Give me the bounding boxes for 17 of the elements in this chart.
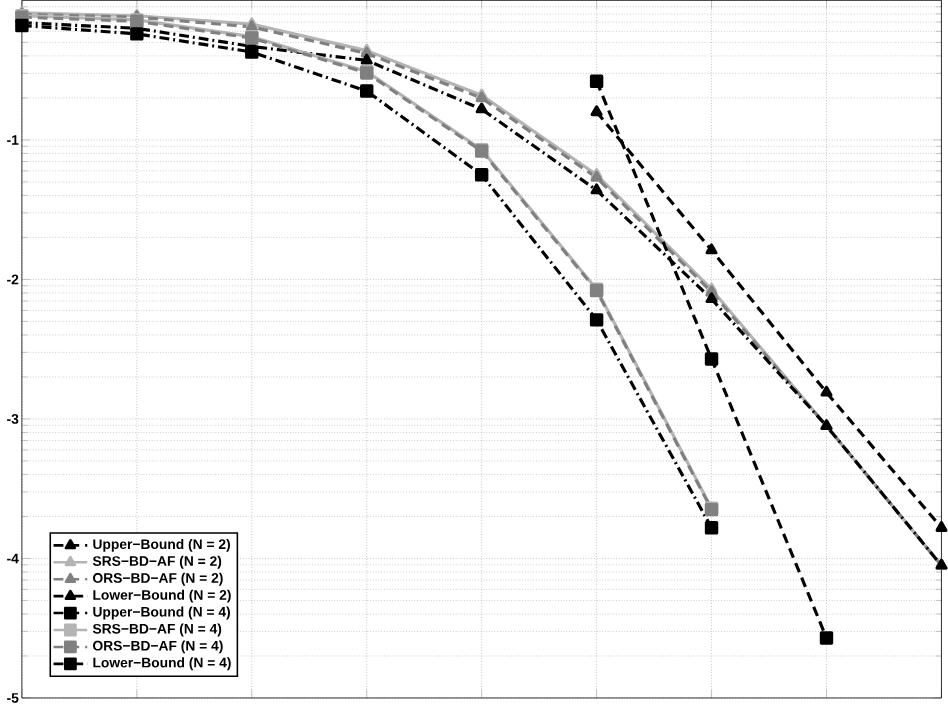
point — [704, 521, 719, 535]
point — [589, 313, 604, 327]
point — [705, 243, 718, 255]
point — [704, 352, 719, 366]
point — [15, 19, 29, 33]
point — [590, 183, 603, 195]
point — [819, 631, 834, 645]
point — [590, 105, 603, 117]
point — [130, 27, 144, 41]
point — [474, 168, 489, 182]
point — [589, 74, 604, 89]
point — [475, 102, 488, 114]
point — [705, 292, 718, 304]
point — [245, 45, 259, 59]
point — [360, 53, 373, 65]
point — [360, 84, 374, 99]
point — [820, 385, 833, 397]
